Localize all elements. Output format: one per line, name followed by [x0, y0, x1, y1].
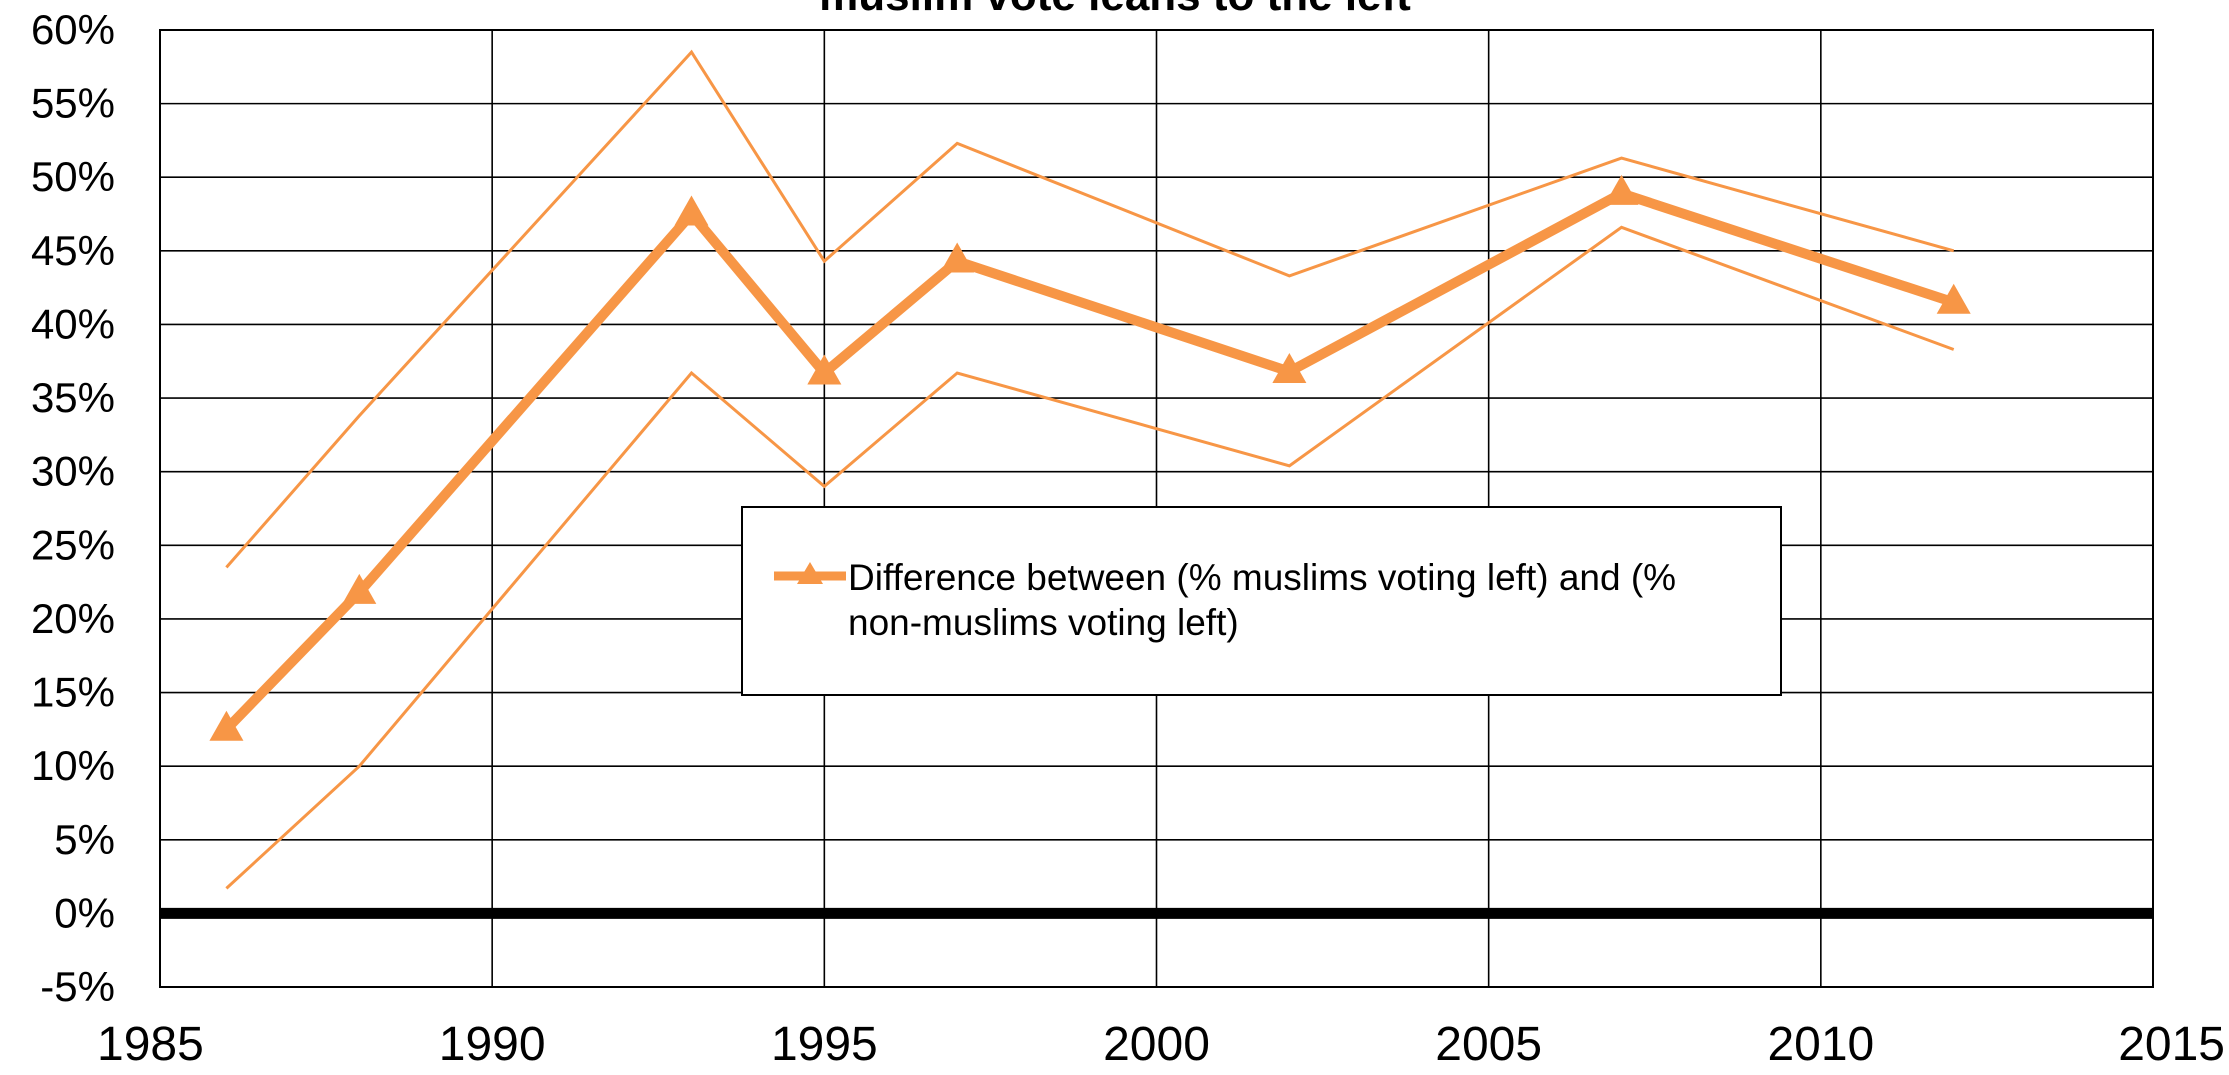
- main-series-line: [222, 187, 1956, 733]
- y-tick-label: 20%: [31, 595, 115, 642]
- y-tick-label: 45%: [31, 227, 115, 274]
- y-tick-label: 5%: [54, 816, 115, 863]
- data-point-marker: [674, 195, 709, 226]
- data-point-marker: [209, 710, 244, 741]
- series-lines: [222, 49, 1956, 890]
- y-tick-label: 15%: [31, 669, 115, 716]
- x-tick-label: 1985: [97, 1018, 204, 1070]
- x-tick-label: 2000: [1103, 1018, 1210, 1070]
- legend-box: [741, 506, 1782, 696]
- y-tick-label: 10%: [31, 742, 115, 789]
- legend-label-line-1: Difference between (% muslims voting lef…: [848, 557, 1676, 598]
- legend-triangle-marker: [797, 562, 823, 584]
- lower-bound-line: [225, 225, 1955, 890]
- data-point-marker: [807, 354, 842, 385]
- y-tick-label: 50%: [31, 153, 115, 200]
- plot-area-border: [159, 29, 2154, 988]
- x-tick-label: 1990: [439, 1018, 546, 1070]
- series-markers: [209, 174, 1971, 741]
- y-tick-label: 25%: [31, 521, 115, 568]
- axes: -5% 0% 5% 10% 15% 20% 25% 30% 35% 40% 45% 50% 55% 60%…: [31, 6, 2225, 1071]
- legend-label-line-2: non-muslims voting left): [848, 602, 1239, 643]
- legend: Difference between (% muslims voting lef…: [741, 506, 1782, 696]
- y-tick-label: 30%: [31, 448, 115, 495]
- data-point-marker: [342, 573, 377, 604]
- data-point-marker: [1604, 174, 1639, 205]
- x-tick-label: 1995: [771, 1018, 878, 1070]
- data-point-marker: [1272, 352, 1307, 383]
- chart-title: muslim vote leans to the left: [819, 0, 1411, 20]
- x-tick-label: 2015: [2118, 1018, 2225, 1070]
- y-tick-label: 0%: [54, 889, 115, 936]
- y-tick-label: 40%: [31, 300, 115, 347]
- y-tick-label: 35%: [31, 374, 115, 421]
- x-tick-label: 2010: [1767, 1018, 1874, 1070]
- x-tick-label: 2005: [1435, 1018, 1542, 1070]
- y-tick-label: -5%: [40, 963, 115, 1010]
- y-tick-label: 55%: [31, 80, 115, 127]
- data-point-marker: [940, 242, 975, 273]
- y-tick-label: 60%: [31, 6, 115, 53]
- data-point-marker: [1936, 283, 1971, 314]
- upper-bound-line: [225, 49, 1955, 569]
